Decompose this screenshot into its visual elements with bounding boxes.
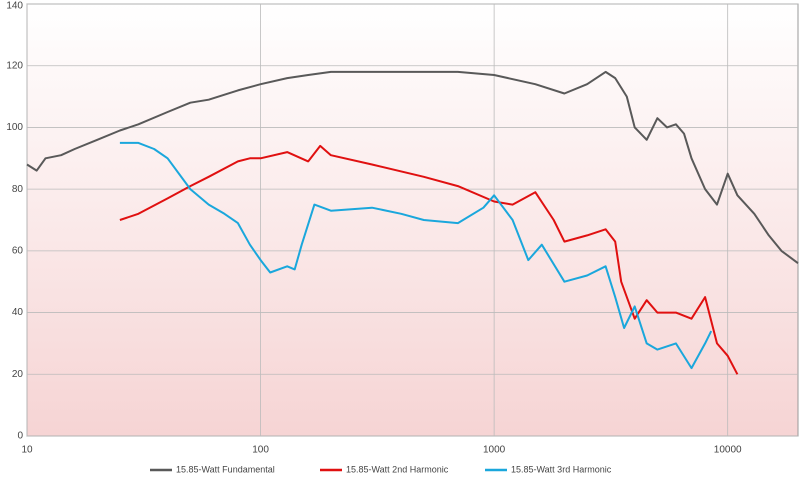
y-tick-label: 40 [12,307,24,318]
series-line [119,144,739,375]
x-tick-label: 1000 [483,445,506,456]
x-tick-label: 100 [252,445,269,456]
series-line [119,141,713,370]
x-tick-label: 10 [21,445,33,456]
series-line [26,70,799,265]
y-tick-label: 120 [6,60,23,71]
plot-area [26,3,799,437]
x-tick-label: 10000 [714,445,742,456]
legend-label: 15.85-Watt 2nd Harmonic [346,464,449,474]
y-tick-label: 100 [6,122,23,133]
y-tick-label: 0 [17,431,23,442]
legend-label: 15.85-Watt Fundamental [176,464,275,474]
y-tick-label: 80 [12,184,24,195]
y-tick-label: 20 [12,369,24,380]
legend-label: 15.85-Watt 3rd Harmonic [511,464,612,474]
y-tick-label: 60 [12,245,24,256]
y-tick-label: 140 [6,1,23,12]
